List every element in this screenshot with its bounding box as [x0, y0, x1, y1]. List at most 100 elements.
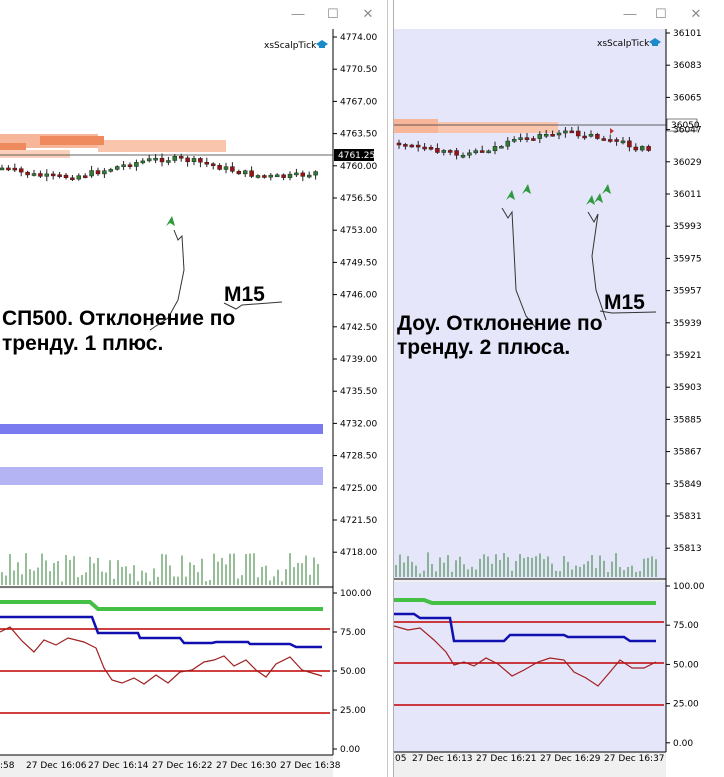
left-main-plot[interactable]	[0, 29, 333, 586]
candle-body	[210, 163, 216, 166]
right-price-axis[interactable]	[666, 29, 724, 777]
candle-body	[236, 171, 242, 175]
right-main-plot[interactable]	[394, 29, 666, 578]
candle-body	[18, 168, 24, 173]
scale-tick-label: 4721.50	[340, 516, 377, 526]
time-tick-label: :58	[0, 761, 15, 771]
candle-body	[454, 150, 459, 156]
time-tick-label: 27 Dec 16:13	[412, 754, 473, 764]
blue-trend-line	[0, 615, 322, 649]
resistance-zone	[0, 150, 70, 158]
current-price-tag	[334, 149, 374, 161]
green-trend-line	[394, 598, 656, 605]
scale-tick-label: 4725.00	[340, 484, 377, 494]
candle-body	[550, 134, 555, 137]
time-tick-label: 27 Dec 16:21	[476, 754, 537, 764]
left-chart-svg: 4761.25 xsScalpTick M15 СП500. Отклонени…	[0, 29, 388, 777]
candle-body	[114, 166, 120, 170]
candle-body	[441, 150, 447, 153]
close-icon[interactable]: ✕	[362, 6, 374, 21]
candle-body	[396, 142, 402, 146]
handwritten-arrow	[587, 211, 607, 321]
candle-body	[486, 150, 491, 154]
right-chart-svg: 36050 xsScalpTick M15 Доу. Отклонение по…	[394, 29, 724, 777]
scale-tick-label: 36101	[673, 29, 702, 39]
candle-body	[473, 150, 479, 154]
candle-body	[563, 130, 568, 134]
scale-tick-label: 4749.50	[340, 258, 377, 268]
resistance-zone	[98, 140, 226, 152]
candle-body	[121, 164, 126, 167]
red-oscillator-line	[0, 626, 323, 685]
scale-tick-label: 36047	[673, 126, 702, 136]
indicator-scale: 100.00 75.00 50.00 25.00 0.00	[666, 582, 705, 749]
candle-body	[82, 175, 88, 178]
candle-body	[268, 174, 274, 178]
candle-body	[633, 146, 639, 151]
scale-tick-label: 35813	[673, 544, 702, 554]
buy-signal-arrow	[602, 184, 611, 194]
current-price-label: 36050	[671, 121, 700, 131]
handwritten-arrow	[149, 229, 185, 331]
left-title-bar: — ☐ ✕	[0, 0, 387, 29]
current-price-label: 4761.25	[338, 151, 375, 161]
candle-body	[422, 146, 427, 150]
left-price-axis[interactable]	[333, 29, 388, 777]
candle-body	[428, 147, 434, 150]
candle-body	[646, 146, 651, 151]
candle-body	[582, 135, 587, 139]
scale-tick-label: 4735.50	[340, 387, 377, 397]
candle-body	[511, 139, 517, 142]
candle-body	[537, 134, 543, 139]
candle-body	[543, 134, 549, 137]
candle-body	[6, 167, 11, 171]
candle-body	[255, 175, 261, 178]
candle-body	[627, 140, 632, 148]
candle-body	[467, 152, 472, 156]
scale-tick-label: 25.00	[340, 706, 366, 716]
candle-body	[108, 169, 114, 172]
minimize-icon[interactable]: —	[291, 6, 305, 21]
candle-body	[403, 144, 408, 147]
candle-body	[172, 156, 178, 161]
volume-bars	[395, 552, 657, 577]
candle-body	[230, 166, 235, 172]
scale-tick-label: 4763.50	[340, 130, 377, 140]
candle-body	[531, 138, 536, 141]
scale-tick-label: 4746.00	[340, 291, 377, 301]
scale-tick-label: 35975	[673, 254, 702, 264]
candle-body	[306, 174, 312, 178]
scale-tick-label: 35849	[673, 480, 702, 490]
maximize-icon[interactable]: ☐	[655, 6, 667, 21]
left-indicator-plot[interactable]	[0, 589, 333, 755]
sell-signal-marker	[610, 128, 614, 134]
scale-tick-label: 4774.00	[340, 33, 377, 43]
candle-body	[460, 154, 466, 158]
scale-tick-label: 75.00	[340, 628, 366, 638]
scale-tick-label: 100.00	[673, 582, 705, 592]
candle-body	[575, 130, 581, 137]
graduation-cap-icon[interactable]	[316, 40, 328, 48]
buy-signal-arrow	[522, 184, 531, 194]
close-icon[interactable]: ✕	[690, 6, 702, 21]
scale-tick-label: 35885	[673, 415, 702, 425]
time-tick-label: 05	[395, 754, 406, 764]
candle-body	[492, 146, 498, 152]
minimize-icon[interactable]: —	[623, 6, 637, 21]
candle-body	[102, 170, 107, 175]
right-title-bar: — ☐ ✕	[394, 0, 724, 29]
buy-signal-arrow	[586, 195, 595, 205]
candle-body	[569, 130, 575, 134]
green-trend-line	[0, 600, 323, 611]
time-scale: :58 27 Dec 16:06 27 Dec 16:14 27 Dec 16:22 2…	[0, 761, 341, 771]
maximize-icon[interactable]: ☐	[327, 6, 339, 21]
annotation-line-1: Доу. Отклонение по	[397, 312, 603, 335]
scale-tick-label: 50.00	[340, 667, 366, 677]
candle-body	[518, 137, 523, 140]
graduation-cap-icon[interactable]	[649, 38, 661, 46]
scale-tick-label: 0.00	[673, 739, 693, 749]
candle-body	[223, 166, 229, 170]
scale-tick-label: 35867	[673, 448, 702, 458]
resistance-zone-core	[40, 136, 104, 145]
candle-body	[447, 150, 453, 153]
